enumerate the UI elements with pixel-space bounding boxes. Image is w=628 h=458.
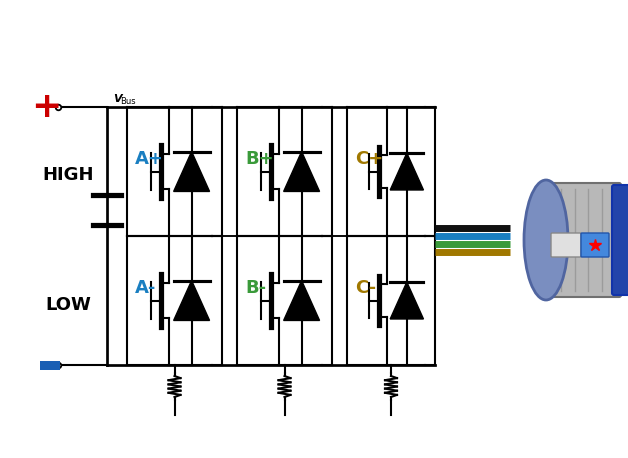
Text: V: V xyxy=(113,94,122,104)
Polygon shape xyxy=(174,281,210,321)
Text: C-: C- xyxy=(355,278,376,297)
Text: HIGH: HIGH xyxy=(42,166,94,184)
FancyBboxPatch shape xyxy=(581,233,609,257)
Text: Bus: Bus xyxy=(120,97,136,106)
Polygon shape xyxy=(390,153,423,190)
Bar xyxy=(40,361,60,370)
Polygon shape xyxy=(284,152,320,191)
Text: B+: B+ xyxy=(245,150,274,168)
Text: LOW: LOW xyxy=(45,296,91,314)
FancyBboxPatch shape xyxy=(612,185,628,295)
FancyBboxPatch shape xyxy=(551,233,581,257)
Ellipse shape xyxy=(524,180,568,300)
FancyBboxPatch shape xyxy=(542,183,621,297)
Polygon shape xyxy=(284,281,320,321)
Polygon shape xyxy=(174,152,210,191)
Polygon shape xyxy=(390,282,423,319)
Text: B-: B- xyxy=(245,278,266,297)
Text: C+: C+ xyxy=(355,150,383,168)
Text: +: + xyxy=(31,90,61,124)
Text: A-: A- xyxy=(135,278,156,297)
Text: A+: A+ xyxy=(135,150,164,168)
